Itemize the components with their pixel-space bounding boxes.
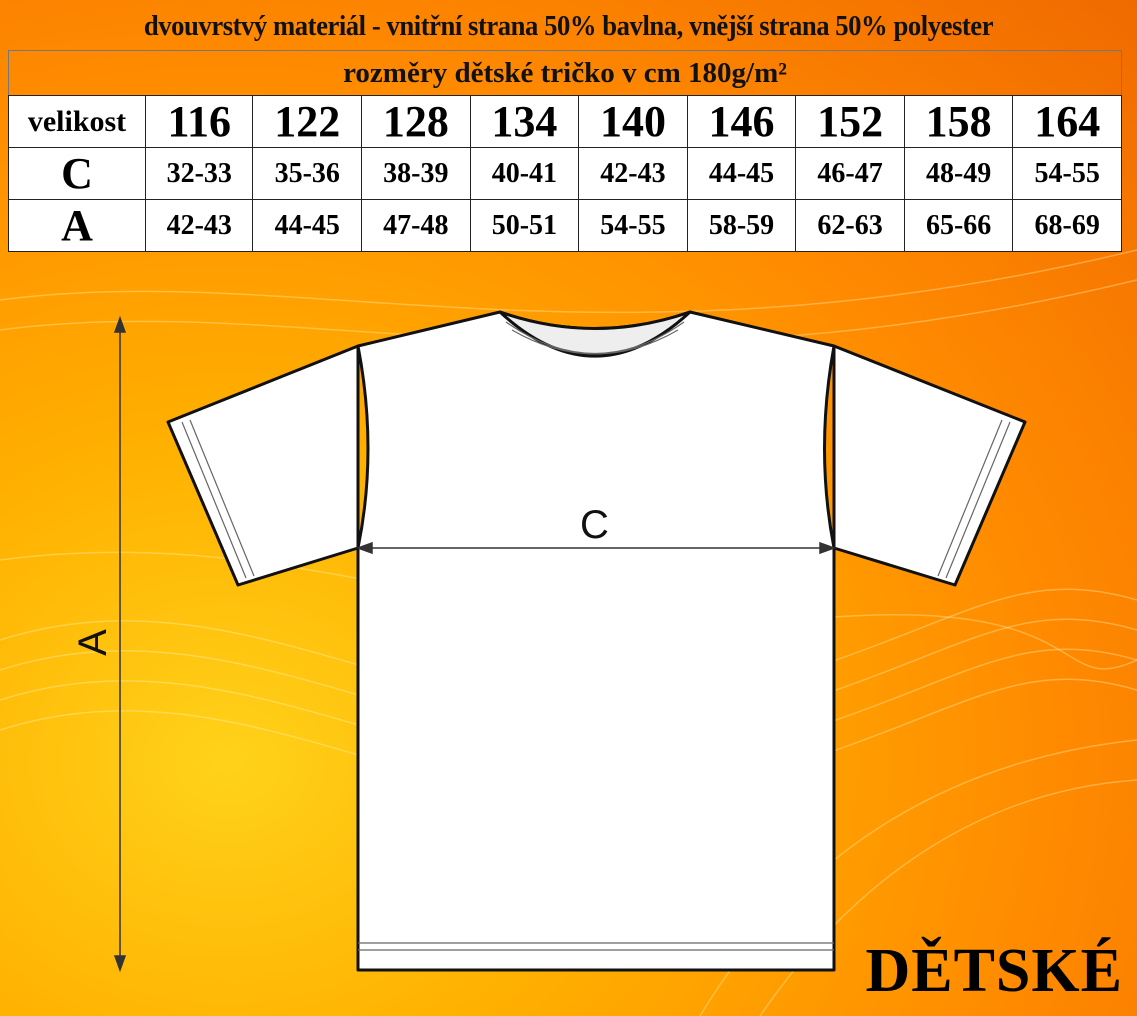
category-label: DĚTSKÉ (865, 937, 1123, 1005)
size-cell: 134 (469, 95, 580, 148)
value-cell: 35-36 (252, 147, 363, 200)
width-label: C (580, 503, 609, 547)
value-cell: 54-55 (1012, 147, 1122, 200)
size-cell: 152 (795, 95, 905, 148)
size-cell: 158 (903, 95, 1014, 148)
value-cell: 48-49 (903, 147, 1014, 200)
value-cell: 42-43 (578, 147, 688, 200)
size-cell: 140 (578, 95, 688, 148)
value-cell: 38-39 (361, 147, 471, 200)
table-row-a: A 42-43 44-45 47-48 50-51 54-55 58-59 62… (8, 199, 1122, 252)
tshirt-right-sleeve (832, 344, 1027, 587)
value-cell: 54-55 (578, 199, 688, 252)
table-row-c: C 32-33 35-36 38-39 40-41 42-43 44-45 46… (8, 147, 1122, 200)
length-label: A (70, 629, 115, 656)
value-cell: 62-63 (795, 199, 905, 252)
value-cell: 50-51 (469, 199, 580, 252)
size-cell: 128 (361, 95, 471, 148)
value-cell: 58-59 (686, 199, 797, 252)
tshirt-left-sleeve (166, 344, 360, 587)
value-cell: 46-47 (795, 147, 905, 200)
row-label-c: C (8, 147, 146, 200)
value-cell: 68-69 (1012, 199, 1122, 252)
value-cell: 47-48 (361, 199, 471, 252)
size-cell: 164 (1012, 95, 1122, 148)
size-cell: 122 (252, 95, 363, 148)
size-cell: 116 (144, 95, 254, 148)
size-table: velikost 116 122 128 134 140 146 152 158… (8, 95, 1122, 252)
value-cell: 44-45 (686, 147, 797, 200)
tshirt-body (356, 310, 836, 972)
value-cell: 65-66 (903, 199, 1014, 252)
size-row-label: velikost (8, 95, 146, 148)
row-label-a: A (8, 199, 146, 252)
value-cell: 42-43 (144, 199, 254, 252)
size-header-row: velikost 116 122 128 134 140 146 152 158… (8, 95, 1122, 148)
material-description: dvouvrstvý materiál - vnitřní strana 50%… (143, 10, 994, 42)
value-cell: 44-45 (252, 199, 363, 252)
size-cell: 146 (686, 95, 797, 148)
table-subtitle: rozměry dětské tričko v cm 180g/m² (8, 50, 1122, 95)
